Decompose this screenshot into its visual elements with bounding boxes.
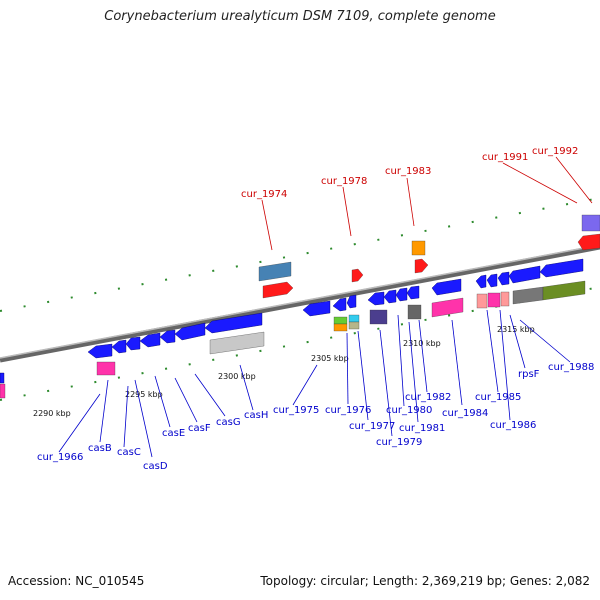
bottom-gene-labels: cur_1966 casB casC casD casE casF casG c… bbox=[37, 362, 594, 472]
feature-block-darkgrey bbox=[407, 304, 422, 320]
gene-arrow-casH bbox=[204, 312, 263, 334]
gene-label-casD: casD bbox=[143, 461, 168, 472]
feature-block-grey bbox=[512, 286, 544, 305]
gene-label-casB: casB bbox=[88, 443, 112, 454]
gene-arrow-cur1985 bbox=[475, 274, 487, 289]
feature-block-olive bbox=[348, 321, 360, 330]
feature-block-cyan bbox=[348, 314, 360, 323]
gene-arrow-casC bbox=[111, 339, 127, 354]
reverse-strand-genes bbox=[0, 258, 584, 384]
feature-block-magenta bbox=[0, 383, 6, 399]
feature-block-pink bbox=[476, 293, 488, 309]
tick-label-2290: 2290 kbp bbox=[33, 409, 71, 418]
tick-label-2295: 2295 kbp bbox=[125, 390, 163, 399]
gene-label-cur1980: cur_1980 bbox=[386, 405, 432, 416]
gene-arrow-cur1989 bbox=[539, 258, 584, 278]
reverse-feature-blocks bbox=[0, 280, 586, 399]
gene-label-cur1983: cur_1983 bbox=[385, 166, 431, 177]
feature-block-orange bbox=[333, 323, 348, 332]
gene-label-cur1985: cur_1985 bbox=[475, 392, 521, 403]
gene-label-cur1966: cur_1966 bbox=[37, 452, 83, 463]
gene-arrow-cur1979 bbox=[367, 291, 385, 306]
gene-arrow-casE bbox=[139, 332, 161, 348]
gene-label-rpsF: rpsF bbox=[518, 369, 540, 380]
gene-label-cur1991: cur_1991 bbox=[482, 152, 528, 163]
page-title: Corynebacterium urealyticum DSM 7109, co… bbox=[104, 9, 496, 24]
gene-label-cur1975: cur_1975 bbox=[273, 405, 319, 416]
gene-label-cur1977: cur_1977 bbox=[349, 421, 395, 432]
tick-label-2305: 2305 kbp bbox=[311, 354, 349, 363]
feature-block-magenta bbox=[487, 292, 501, 308]
accession-text: Accession: NC_010545 bbox=[8, 574, 145, 588]
genome-axis bbox=[0, 244, 600, 363]
gene-label-cur1984: cur_1984 bbox=[442, 408, 488, 419]
gene-arrow-cur1991 bbox=[577, 233, 600, 251]
gene-arrow-cur1975 bbox=[302, 300, 331, 317]
forward-strand-genes bbox=[258, 214, 600, 299]
gene-label-casC: casC bbox=[117, 447, 141, 458]
bottom-label-leaders bbox=[58, 309, 571, 458]
gene-arrow-cur1988 bbox=[508, 265, 541, 284]
gene-label-cur1986: cur_1986 bbox=[490, 420, 536, 431]
gene-arrow-casF bbox=[159, 329, 176, 344]
feature-block-pink bbox=[500, 291, 510, 307]
gene-label-cur1992: cur_1992 bbox=[532, 146, 578, 157]
gene-arrow-cur1983 bbox=[414, 258, 429, 274]
gene-label-cur1979: cur_1979 bbox=[376, 437, 422, 448]
gene-arrow-cur1978 bbox=[351, 268, 364, 283]
gene-label-cur1982: cur_1982 bbox=[405, 392, 451, 403]
gene-label-casH: casH bbox=[244, 410, 268, 421]
gene-arrow-cur1982 bbox=[406, 285, 420, 300]
gene-label-cur1988: cur_1988 bbox=[548, 362, 594, 373]
feature-block-magenta bbox=[431, 297, 464, 318]
gene-label-cur1981: cur_1981 bbox=[399, 423, 445, 434]
dotted-guides bbox=[0, 197, 600, 401]
gene-arrow-cur1974-top bbox=[258, 261, 292, 282]
gene-arrow bbox=[0, 372, 5, 384]
feature-block-green bbox=[333, 316, 348, 325]
gene-block-cur1983-top bbox=[411, 240, 426, 256]
gene-block-cur1992-top bbox=[581, 214, 600, 232]
genome-summary-text: Topology: circular; Length: 2,369,219 bp… bbox=[260, 574, 590, 588]
gene-label-casF: casF bbox=[188, 423, 211, 434]
feature-block-grey bbox=[209, 331, 265, 355]
feature-block-olivegreen bbox=[542, 280, 586, 301]
gene-arrow-cur1980 bbox=[383, 289, 397, 304]
top-label-leaders bbox=[261, 156, 593, 251]
gene-arrow-cur1984 bbox=[431, 278, 462, 296]
gene-arrow-cur1981 bbox=[395, 287, 408, 302]
gene-arrow-casG bbox=[174, 322, 206, 341]
feature-block-magenta bbox=[96, 361, 116, 376]
upper-outer-guide bbox=[0, 197, 600, 312]
gene-arrow-cur1976 bbox=[332, 297, 347, 312]
gene-arrow-cur1977 bbox=[346, 294, 357, 309]
tick-label-2300: 2300 kbp bbox=[218, 372, 256, 381]
top-gene-labels: cur_1974 cur_1978 cur_1983 cur_1991 cur_… bbox=[241, 146, 578, 200]
tick-label-2315: 2315 kbp bbox=[497, 325, 535, 334]
gene-label-cur1976: cur_1976 bbox=[325, 405, 371, 416]
gene-label-cur1974: cur_1974 bbox=[241, 189, 287, 200]
gene-arrow-rpsF bbox=[497, 271, 510, 286]
gene-arrow-cur1986 bbox=[486, 273, 498, 288]
gene-arrow-casD bbox=[125, 336, 141, 351]
gene-label-casE: casE bbox=[162, 428, 185, 439]
feature-block-indigo bbox=[369, 309, 388, 325]
gene-label-cur1978: cur_1978 bbox=[321, 176, 367, 187]
gene-arrow-cur1974 bbox=[262, 281, 294, 299]
gene-label-casG: casG bbox=[216, 417, 241, 428]
axis-line bbox=[0, 244, 600, 363]
gene-arrow-casB bbox=[87, 343, 113, 359]
